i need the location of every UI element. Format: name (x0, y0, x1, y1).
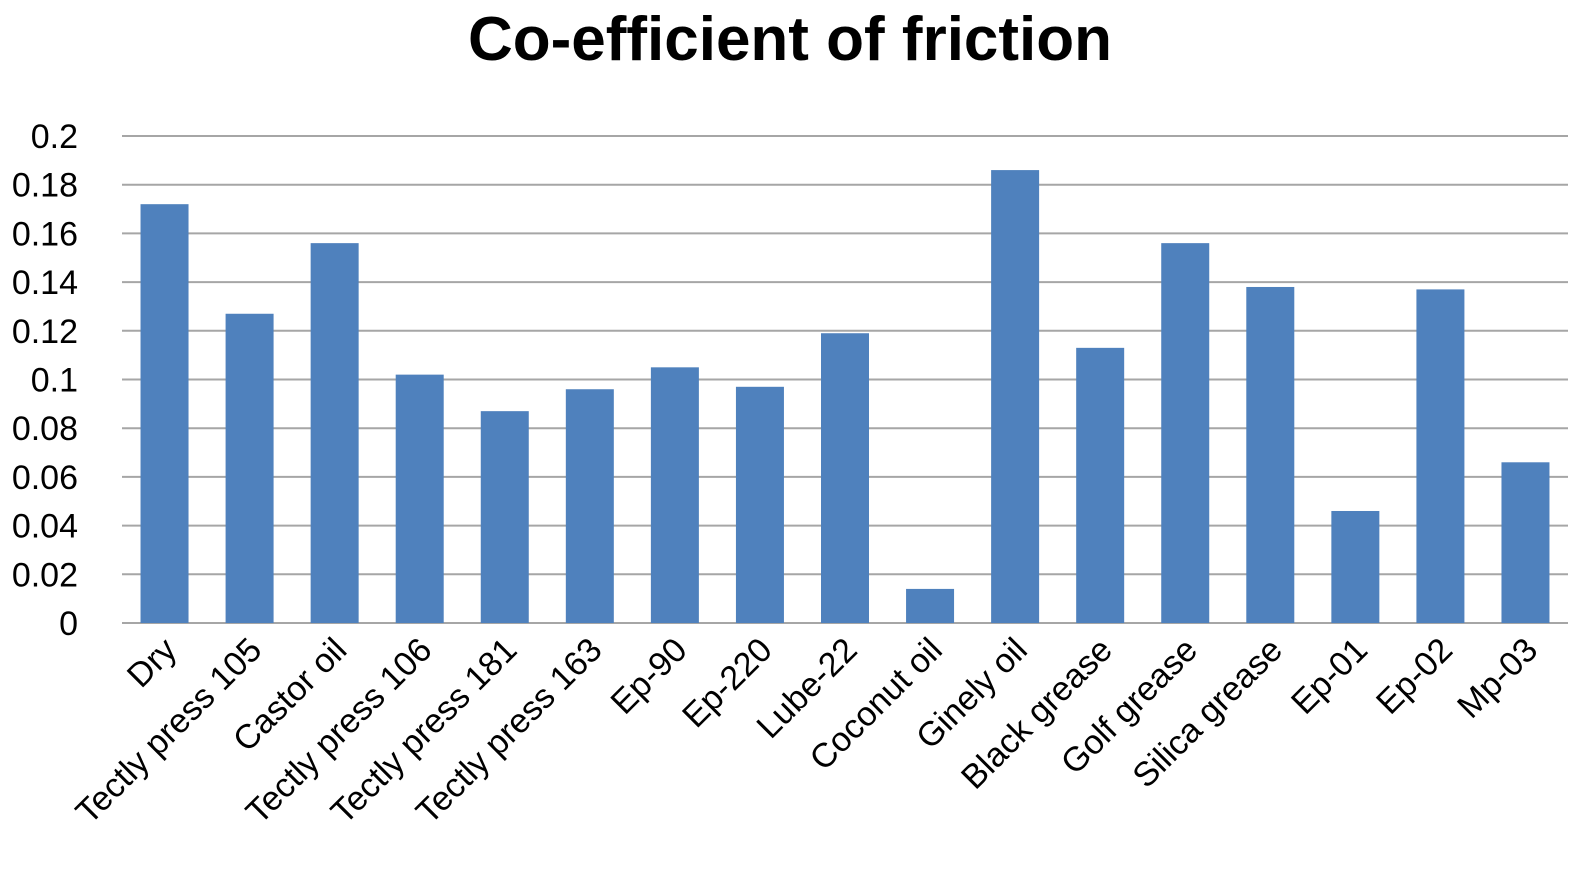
bar (1416, 289, 1465, 623)
y-tick-label: 0.14 (12, 264, 78, 302)
y-tick-label: 0.02 (12, 556, 78, 594)
bar (1246, 286, 1295, 623)
y-tick-label: 0.18 (12, 167, 78, 205)
bar (565, 389, 614, 623)
y-axis-ticks: 0 0.02 0.04 0.06 0.08 0.1 0.12 0.14 0.16 0.18 0.2 (12, 118, 78, 643)
bar (1161, 243, 1210, 623)
y-tick-label: 0.06 (12, 459, 78, 497)
y-tick-label: 0 (59, 605, 78, 643)
bar (225, 313, 274, 623)
y-tick-label: 0.12 (12, 313, 78, 351)
bar (1501, 462, 1550, 623)
x-tick-label: Ep-02 (1369, 631, 1460, 722)
y-tick-label: 0.04 (12, 508, 78, 546)
x-tick-label: Mp-03 (1450, 631, 1545, 726)
x-tick-label: Silica grease (1125, 631, 1290, 796)
x-tick-label: Dry (120, 631, 184, 695)
bar (140, 204, 189, 623)
bar (991, 170, 1040, 623)
bar (310, 243, 359, 623)
bar (821, 333, 869, 623)
bar (735, 386, 784, 623)
bar (1076, 347, 1125, 623)
chart-title: Co-efficient of friction (468, 5, 1112, 74)
x-tick-label: Ep-01 (1284, 631, 1375, 722)
y-tick-label: 0.16 (12, 215, 78, 253)
bar (650, 367, 699, 623)
bar (395, 374, 444, 623)
y-tick-label: 0.2 (31, 118, 78, 156)
bar (1331, 510, 1380, 623)
y-tick-label: 0.1 (31, 362, 78, 400)
y-tick-label: 0.08 (12, 410, 78, 448)
bar (480, 411, 529, 623)
bars (140, 170, 1550, 623)
bar (906, 588, 955, 623)
